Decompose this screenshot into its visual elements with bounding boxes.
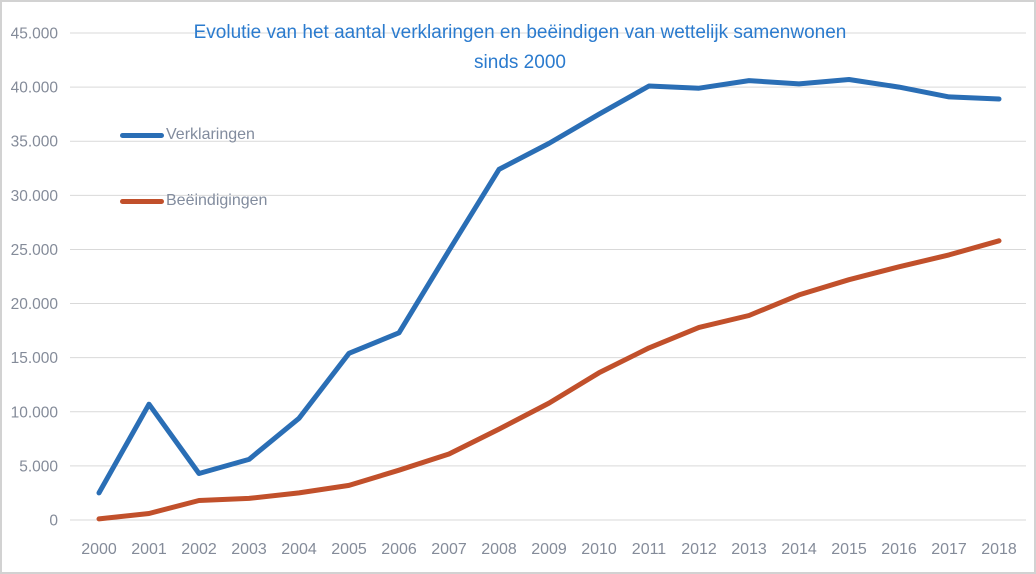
y-tick-label: 20.000 xyxy=(11,296,59,313)
x-tick-label: 2012 xyxy=(681,541,717,558)
y-tick-label: 35.000 xyxy=(11,134,59,151)
x-tick-label: 2008 xyxy=(481,541,517,558)
y-tick-label: 25.000 xyxy=(11,242,59,259)
x-tick-label: 2011 xyxy=(632,541,667,558)
y-tick-label: 40.000 xyxy=(11,80,59,97)
series-line-verklaringen xyxy=(96,77,1002,496)
x-tick-label: 2007 xyxy=(431,541,467,558)
x-tick-label: 2010 xyxy=(581,541,617,558)
x-tick-label: 2006 xyxy=(381,541,417,558)
x-tick-label: 2016 xyxy=(881,541,917,558)
y-tick-label: 0 xyxy=(49,513,58,530)
y-tick-label: 5.000 xyxy=(19,458,58,475)
x-tick-label: 2014 xyxy=(781,541,817,558)
legend-label-beeindigingen: Beëindigingen xyxy=(166,192,268,209)
x-tick-label: 2005 xyxy=(331,541,367,558)
y-tick-label: 15.000 xyxy=(11,350,59,367)
x-tick-label: 2004 xyxy=(281,541,317,558)
legend-label-verklaringen: Verklaringen xyxy=(166,126,255,143)
legend-swatch-beeindigingen xyxy=(120,198,164,204)
x-tick-label: 2009 xyxy=(531,541,567,558)
legend-item-verklaringen: Verklaringen xyxy=(120,126,255,143)
x-tick-label: 2013 xyxy=(731,541,767,558)
series-line-beëindigingen xyxy=(96,238,1002,522)
legend-swatch-verklaringen xyxy=(120,132,164,138)
x-tick-label: 2000 xyxy=(81,541,117,558)
y-tick-label: 45.000 xyxy=(11,26,59,43)
y-tick-label: 30.000 xyxy=(11,188,59,205)
x-tick-label: 2017 xyxy=(931,541,967,558)
legend-item-beeindigingen: Beëindigingen xyxy=(120,192,268,209)
x-tick-label: 2001 xyxy=(131,541,167,558)
y-tick-label: 10.000 xyxy=(11,404,59,421)
x-tick-label: 2002 xyxy=(181,541,217,558)
x-tick-label: 2015 xyxy=(831,541,867,558)
x-tick-label: 2003 xyxy=(231,541,267,558)
x-tick-label: 2018 xyxy=(981,541,1017,558)
